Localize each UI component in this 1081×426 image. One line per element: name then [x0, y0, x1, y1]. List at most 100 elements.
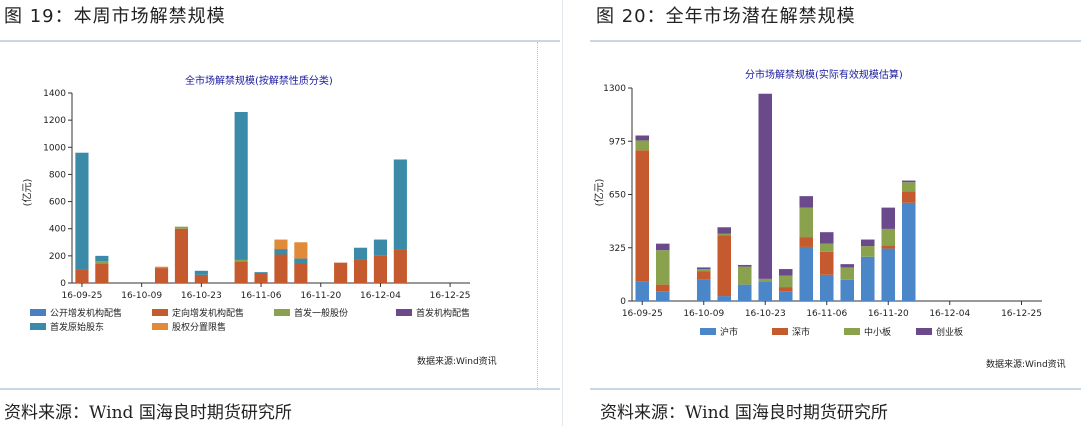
right-figure-panel: 图 20：全年市场潜在解禁规模 分市场解禁规模(实际有效规模估算) (亿元) 0… — [590, 0, 1081, 426]
bar-segment — [393, 159, 407, 250]
y-tick-label: 1200 — [43, 116, 66, 126]
y-tick-label: 600 — [49, 198, 66, 208]
x-tick-label: 16-10-09 — [683, 309, 724, 319]
legend-swatch — [274, 309, 290, 316]
legend-item: 中小板 — [844, 325, 891, 338]
bar-segment — [778, 291, 793, 301]
divider — [590, 40, 1081, 42]
x-tick-label: 16-10-09 — [121, 291, 162, 301]
bar-segment — [353, 247, 368, 260]
y-tick-label: 1400 — [43, 89, 66, 99]
legend-item: 首发原始股东 — [30, 320, 104, 333]
bar-segment — [758, 93, 773, 279]
x-tick-label: 16-12-04 — [360, 291, 401, 301]
x-tick-label: 16-09-25 — [622, 309, 663, 319]
bar-segment — [655, 284, 670, 292]
legend-item: 首发一般股份 — [274, 306, 348, 319]
bar-segment — [758, 281, 773, 301]
bar-segment — [274, 254, 288, 283]
bar-segment — [860, 256, 875, 301]
legend-label: 中小板 — [864, 328, 892, 338]
legend-swatch — [152, 309, 168, 316]
bar-segment — [154, 268, 169, 283]
bar-segment — [373, 239, 388, 256]
bar-segment — [881, 228, 896, 246]
bar-segment — [696, 269, 711, 272]
bar-segment — [737, 266, 752, 285]
bar-segment — [353, 259, 368, 283]
legend-label: 沪市 — [720, 328, 739, 338]
bar-segment — [174, 226, 189, 229]
bar-segment — [635, 135, 650, 141]
bar-segment — [234, 261, 248, 283]
y-tick-label: 800 — [49, 170, 66, 180]
legend-label: 公开增发机构配售 — [50, 309, 123, 319]
x-tick-label: 16-12-04 — [929, 309, 970, 319]
bar-segment — [234, 259, 248, 262]
legend-swatch — [30, 323, 46, 330]
legend-label: 首发一般股份 — [294, 309, 349, 319]
bar-segment — [393, 249, 407, 283]
bar-segment — [717, 233, 732, 236]
x-tick-label: 16-09-25 — [62, 291, 103, 301]
bar-segment — [778, 269, 793, 276]
divider — [0, 388, 560, 390]
bar-segment — [901, 191, 916, 203]
legend-swatch — [844, 328, 860, 335]
bar-segment — [696, 271, 711, 280]
bar-segment — [799, 196, 814, 208]
x-tick-label: 16-12-25 — [430, 291, 471, 301]
bar-segment — [819, 251, 834, 275]
bar-segment — [881, 245, 896, 249]
legend-swatch — [916, 328, 932, 335]
bar-segment — [881, 207, 896, 229]
bar-segment — [174, 228, 189, 283]
legend-swatch — [30, 309, 46, 316]
bar-segment — [799, 207, 814, 238]
chart-title: 分市场解禁规模(实际有效规模估算) — [745, 70, 903, 81]
x-tick-label: 16-10-23 — [181, 291, 222, 301]
chart-right-svg: 0 325 650 975 1300 16-09-25 16-10-09 16-10-23 16… — [603, 84, 1042, 319]
bar-segment — [274, 239, 288, 250]
x-tick-label: 16-12-25 — [1001, 309, 1042, 319]
panel-separator — [537, 42, 538, 388]
bar-segment — [655, 250, 670, 285]
bar-segment — [840, 267, 855, 280]
legend-label: 股权分置限售 — [172, 323, 227, 333]
bar-segment — [294, 258, 308, 264]
bar-segment — [254, 273, 268, 283]
bar-segment — [901, 180, 916, 183]
bar-segment — [95, 255, 109, 262]
bar-segment — [696, 279, 711, 301]
figure-title: 图 20：全年市场潜在解禁规模 — [596, 6, 856, 27]
chart-left-svg: 0 200 400 600 800 1000 1200 1400 16-09-25 16-10-0… — [43, 89, 471, 301]
legend-item: 首发机构配售 — [396, 306, 470, 319]
bar-segment — [274, 249, 288, 255]
bar-segment — [194, 270, 208, 275]
bar-segment — [799, 246, 814, 301]
bar-segment — [860, 246, 875, 257]
bar-segment — [334, 262, 348, 283]
bar-segment — [737, 284, 752, 301]
y-tick-label: 0 — [60, 279, 66, 289]
x-tick-label: 16-11-06 — [806, 309, 847, 319]
figure-title: 图 19：本周市场解禁规模 — [4, 6, 226, 27]
x-tick-label: 16-11-06 — [241, 291, 282, 301]
bar-segment — [294, 242, 308, 259]
x-tick-label: 16-11-20 — [868, 309, 909, 319]
y-tick-label: 0 — [620, 297, 626, 307]
bar-segment — [635, 140, 650, 151]
bar-segment — [799, 237, 814, 247]
legend-item: 定向增发机构配售 — [152, 306, 244, 319]
y-tick-label: 1000 — [43, 143, 66, 153]
legend-label: 创业板 — [936, 328, 964, 338]
bar-segment — [840, 264, 855, 268]
y-tick-label: 200 — [49, 252, 66, 262]
x-tick-label: 16-11-20 — [300, 291, 341, 301]
bar-segment — [860, 239, 875, 247]
bar-segment — [901, 182, 916, 192]
bar-segment — [717, 296, 732, 301]
panel-separator — [562, 0, 563, 426]
bar-segment — [373, 255, 388, 283]
y-tick-label: 1300 — [603, 84, 626, 94]
